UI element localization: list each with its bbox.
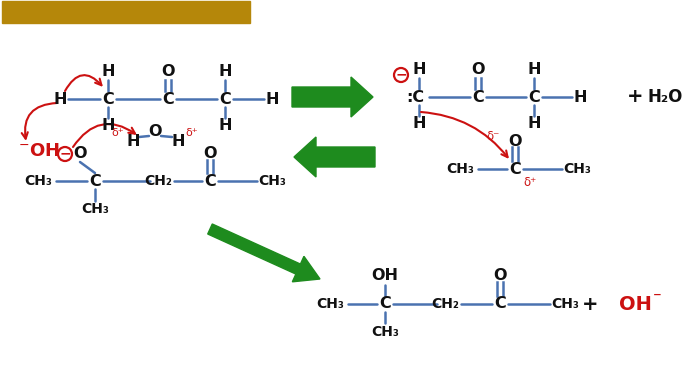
Text: CH₃: CH₃ [316,297,344,311]
Text: O: O [471,62,484,77]
Text: O: O [508,134,522,148]
Text: CH₃: CH₃ [551,297,579,311]
Text: CH₃: CH₃ [446,162,474,176]
Text: Acetone aldol condensation mechanism: Acetone aldol condensation mechanism [0,6,265,18]
Text: δ⁻: δ⁻ [486,131,500,144]
Text: +: + [582,294,598,314]
Text: C: C [472,90,484,104]
Text: C: C [204,173,216,189]
Text: H: H [412,117,426,131]
Polygon shape [208,224,320,282]
Text: H: H [265,92,279,107]
Text: δ⁺: δ⁺ [186,128,198,138]
Text: CH₃: CH₃ [563,162,591,176]
Text: H: H [172,134,185,148]
Text: O: O [74,146,87,162]
Text: C: C [509,162,521,176]
Text: C: C [219,92,231,107]
Text: −: − [395,68,407,82]
Text: H: H [218,65,232,79]
Text: −: − [60,146,71,161]
Text: OH: OH [619,294,652,314]
Text: δ⁺: δ⁺ [524,176,537,190]
FancyArrowPatch shape [73,124,135,147]
Text: C: C [528,90,540,104]
Text: H: H [412,62,426,77]
Text: O: O [148,124,162,138]
Text: H: H [218,118,232,134]
Text: CH₃: CH₃ [371,325,399,339]
Text: H: H [527,62,540,77]
FancyArrowPatch shape [421,112,508,157]
Text: CH₂: CH₂ [431,297,459,311]
Text: H: H [102,65,115,79]
Text: CH₃: CH₃ [24,174,52,188]
Text: +: + [626,87,643,107]
Text: H: H [126,134,140,148]
Text: H: H [527,117,540,131]
Text: OH: OH [372,269,398,283]
Polygon shape [294,137,375,177]
Text: :C: :C [406,90,424,104]
Text: C: C [102,92,114,107]
Text: $^{-}$OH: $^{-}$OH [18,142,60,160]
Text: H: H [102,118,115,134]
Text: CH₃: CH₃ [81,202,109,216]
Text: C: C [494,297,506,311]
Text: CH₂: CH₂ [144,174,172,188]
Text: δ⁺: δ⁺ [112,128,125,138]
Text: C: C [379,297,391,311]
Text: ⁻: ⁻ [652,289,662,307]
FancyBboxPatch shape [2,1,250,23]
FancyArrowPatch shape [65,75,101,91]
Text: O: O [161,65,175,79]
Text: C: C [89,173,101,189]
Text: CH₃: CH₃ [258,174,286,188]
Text: C: C [162,92,174,107]
Text: H: H [53,92,66,107]
Text: H: H [573,90,587,104]
FancyArrowPatch shape [22,103,57,139]
Text: O: O [203,146,217,162]
Text: O: O [494,269,507,283]
Polygon shape [292,77,373,117]
Text: H₂O: H₂O [648,88,682,106]
